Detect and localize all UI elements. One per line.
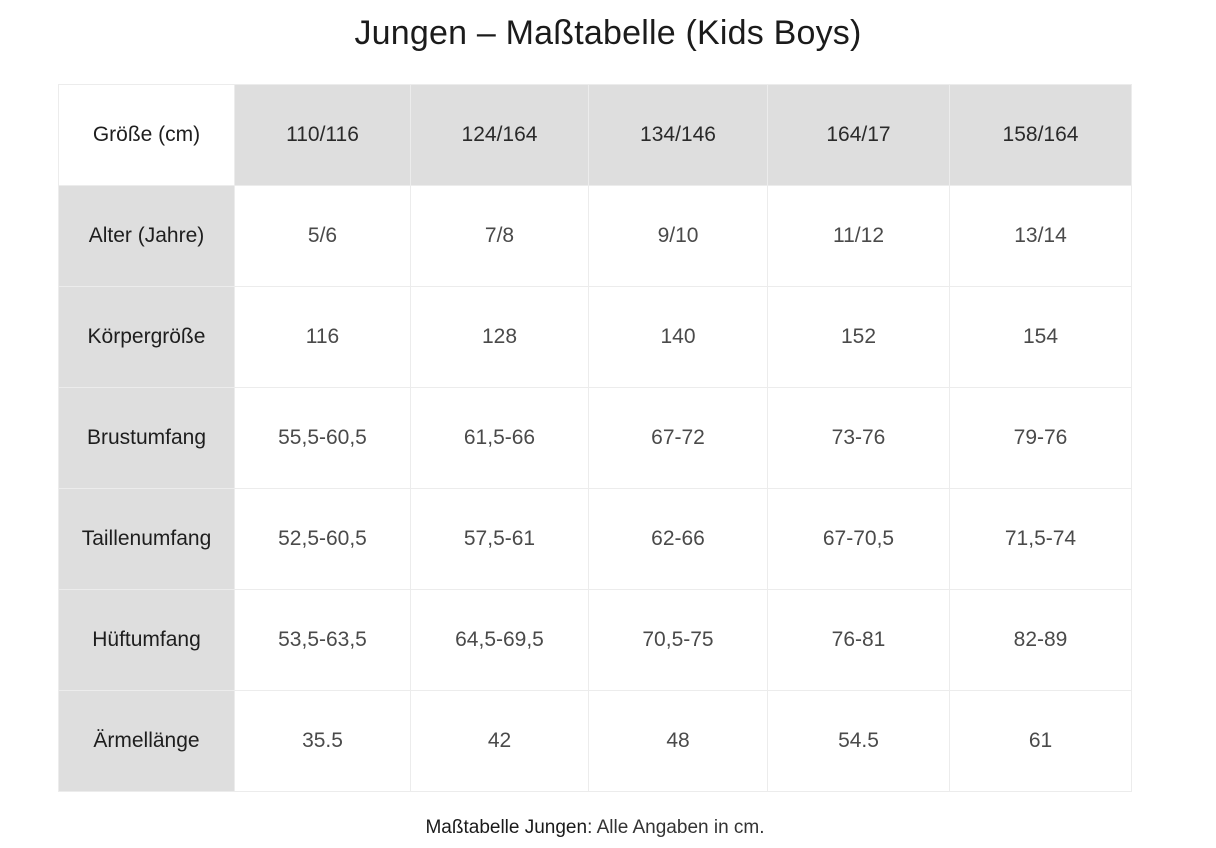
table-cell: 70,5-75	[588, 589, 768, 691]
table-cell: 61,5-66	[410, 387, 589, 489]
table-cell: 79-76	[949, 387, 1132, 489]
table-cell: 54.5	[767, 690, 950, 792]
footer-lead: Maßtabelle Jungen	[425, 817, 588, 838]
table-cell: 7/8	[410, 185, 589, 287]
table-cell: 55,5-60,5	[234, 387, 411, 489]
size-chart-table: Größe (cm) 110/116 124/164 134/146 164/1…	[58, 84, 1132, 792]
table-cell: 140	[588, 286, 768, 388]
table-row: Alter (Jahre) 5/6 7/8 9/10 11/12 13/14	[58, 185, 1132, 287]
row-label: Hüftumfang	[58, 589, 235, 691]
table-cell: 128	[410, 286, 589, 388]
table-row: Brustumfang 55,5-60,5 61,5-66 67-72 73-7…	[58, 387, 1132, 489]
table-cell: 116	[234, 286, 411, 388]
size-header: 124/164	[410, 84, 589, 186]
table-cell: 76-81	[767, 589, 950, 691]
table-cell: 52,5-60,5	[234, 488, 411, 590]
row-label: Ärmellänge	[58, 690, 235, 792]
table-row: Taillenumfang 52,5-60,5 57,5-61 62-66 67…	[58, 488, 1132, 590]
footer-text: : Alle Angaben in cm.	[587, 817, 765, 838]
page-title: Jungen – Maßtabelle (Kids Boys)	[354, 14, 862, 52]
header-size-label: Größe (cm)	[58, 84, 235, 186]
table-row: Hüftumfang 53,5-63,5 64,5-69,5 70,5-75 7…	[58, 589, 1132, 691]
table-cell: 73-76	[767, 387, 950, 489]
table-header-row: Größe (cm) 110/116 124/164 134/146 164/1…	[58, 84, 1132, 186]
table-cell: 154	[949, 286, 1132, 388]
size-header: 134/146	[588, 84, 768, 186]
table-cell: 5/6	[234, 185, 411, 287]
footer-note: Maßtabelle Jungen: Alle Angaben in cm.	[0, 817, 1190, 839]
table-cell: 42	[410, 690, 589, 792]
size-header: 158/164	[949, 84, 1132, 186]
size-header: 164/17	[767, 84, 950, 186]
table-cell: 48	[588, 690, 768, 792]
row-label: Taillenumfang	[58, 488, 235, 590]
row-label: Brustumfang	[58, 387, 235, 489]
size-header: 110/116	[234, 84, 411, 186]
table-cell: 152	[767, 286, 950, 388]
table-cell: 57,5-61	[410, 488, 589, 590]
table-cell: 67-72	[588, 387, 768, 489]
table-row: Körpergröße 116 128 140 152 154	[58, 286, 1132, 388]
table-cell: 62-66	[588, 488, 768, 590]
row-label: Alter (Jahre)	[58, 185, 235, 287]
table-cell: 82-89	[949, 589, 1132, 691]
table-cell: 9/10	[588, 185, 768, 287]
table-cell: 71,5-74	[949, 488, 1132, 590]
table-cell: 53,5-63,5	[234, 589, 411, 691]
table-row: Ärmellänge 35.5 42 48 54.5 61	[58, 690, 1132, 792]
table-cell: 11/12	[767, 185, 950, 287]
table-cell: 61	[949, 690, 1132, 792]
table-cell: 13/14	[949, 185, 1132, 287]
table-cell: 67-70,5	[767, 488, 950, 590]
row-label: Körpergröße	[58, 286, 235, 388]
table-cell: 35.5	[234, 690, 411, 792]
table-cell: 64,5-69,5	[410, 589, 589, 691]
